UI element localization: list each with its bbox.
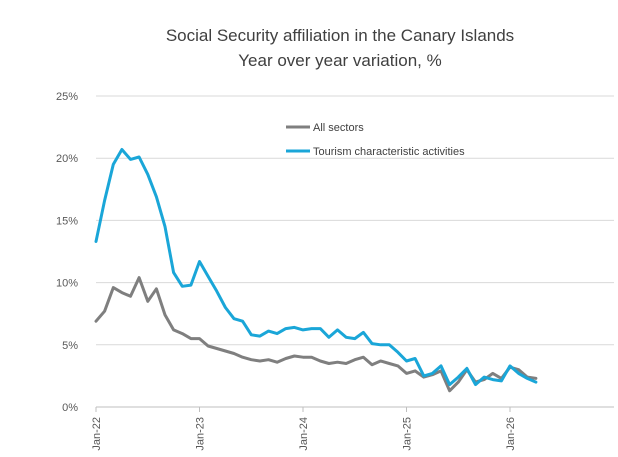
y-tick-label: 0% — [62, 402, 78, 414]
chart-title: Social Security affiliation in the Canar… — [166, 26, 514, 45]
y-tick-label: 15% — [56, 215, 78, 227]
legend-label: All sectors — [313, 122, 364, 134]
series-lines — [94, 148, 538, 393]
x-tick-label: Jan-24 — [298, 417, 310, 451]
y-tick-label: 20% — [56, 153, 78, 165]
series-line-1 — [94, 148, 538, 387]
x-tick-label: Jan-26 — [505, 417, 517, 451]
x-axis-ticks: Jan-22 Jan-23 Jan-24 Jan-25 Jan-26 — [91, 407, 517, 451]
y-tick-label: 25% — [56, 91, 78, 103]
x-tick-label: Jan-22 — [91, 417, 103, 451]
y-tick-label: 10% — [56, 278, 78, 290]
legend-label: Tourism characteristic activities — [313, 146, 465, 158]
y-tick-label: 5% — [62, 340, 78, 352]
gridlines — [96, 95, 614, 408]
series-line-0 — [94, 276, 538, 393]
y-axis-ticks: 0% 5% 10% 15% 20% 25% — [56, 91, 78, 414]
x-tick-label: Jan-23 — [195, 417, 207, 451]
x-tick-label: Jan-25 — [402, 417, 414, 451]
chart-subtitle: Year over year variation, % — [238, 51, 441, 70]
legend: All sectors Tourism characteristic activi… — [286, 122, 465, 158]
